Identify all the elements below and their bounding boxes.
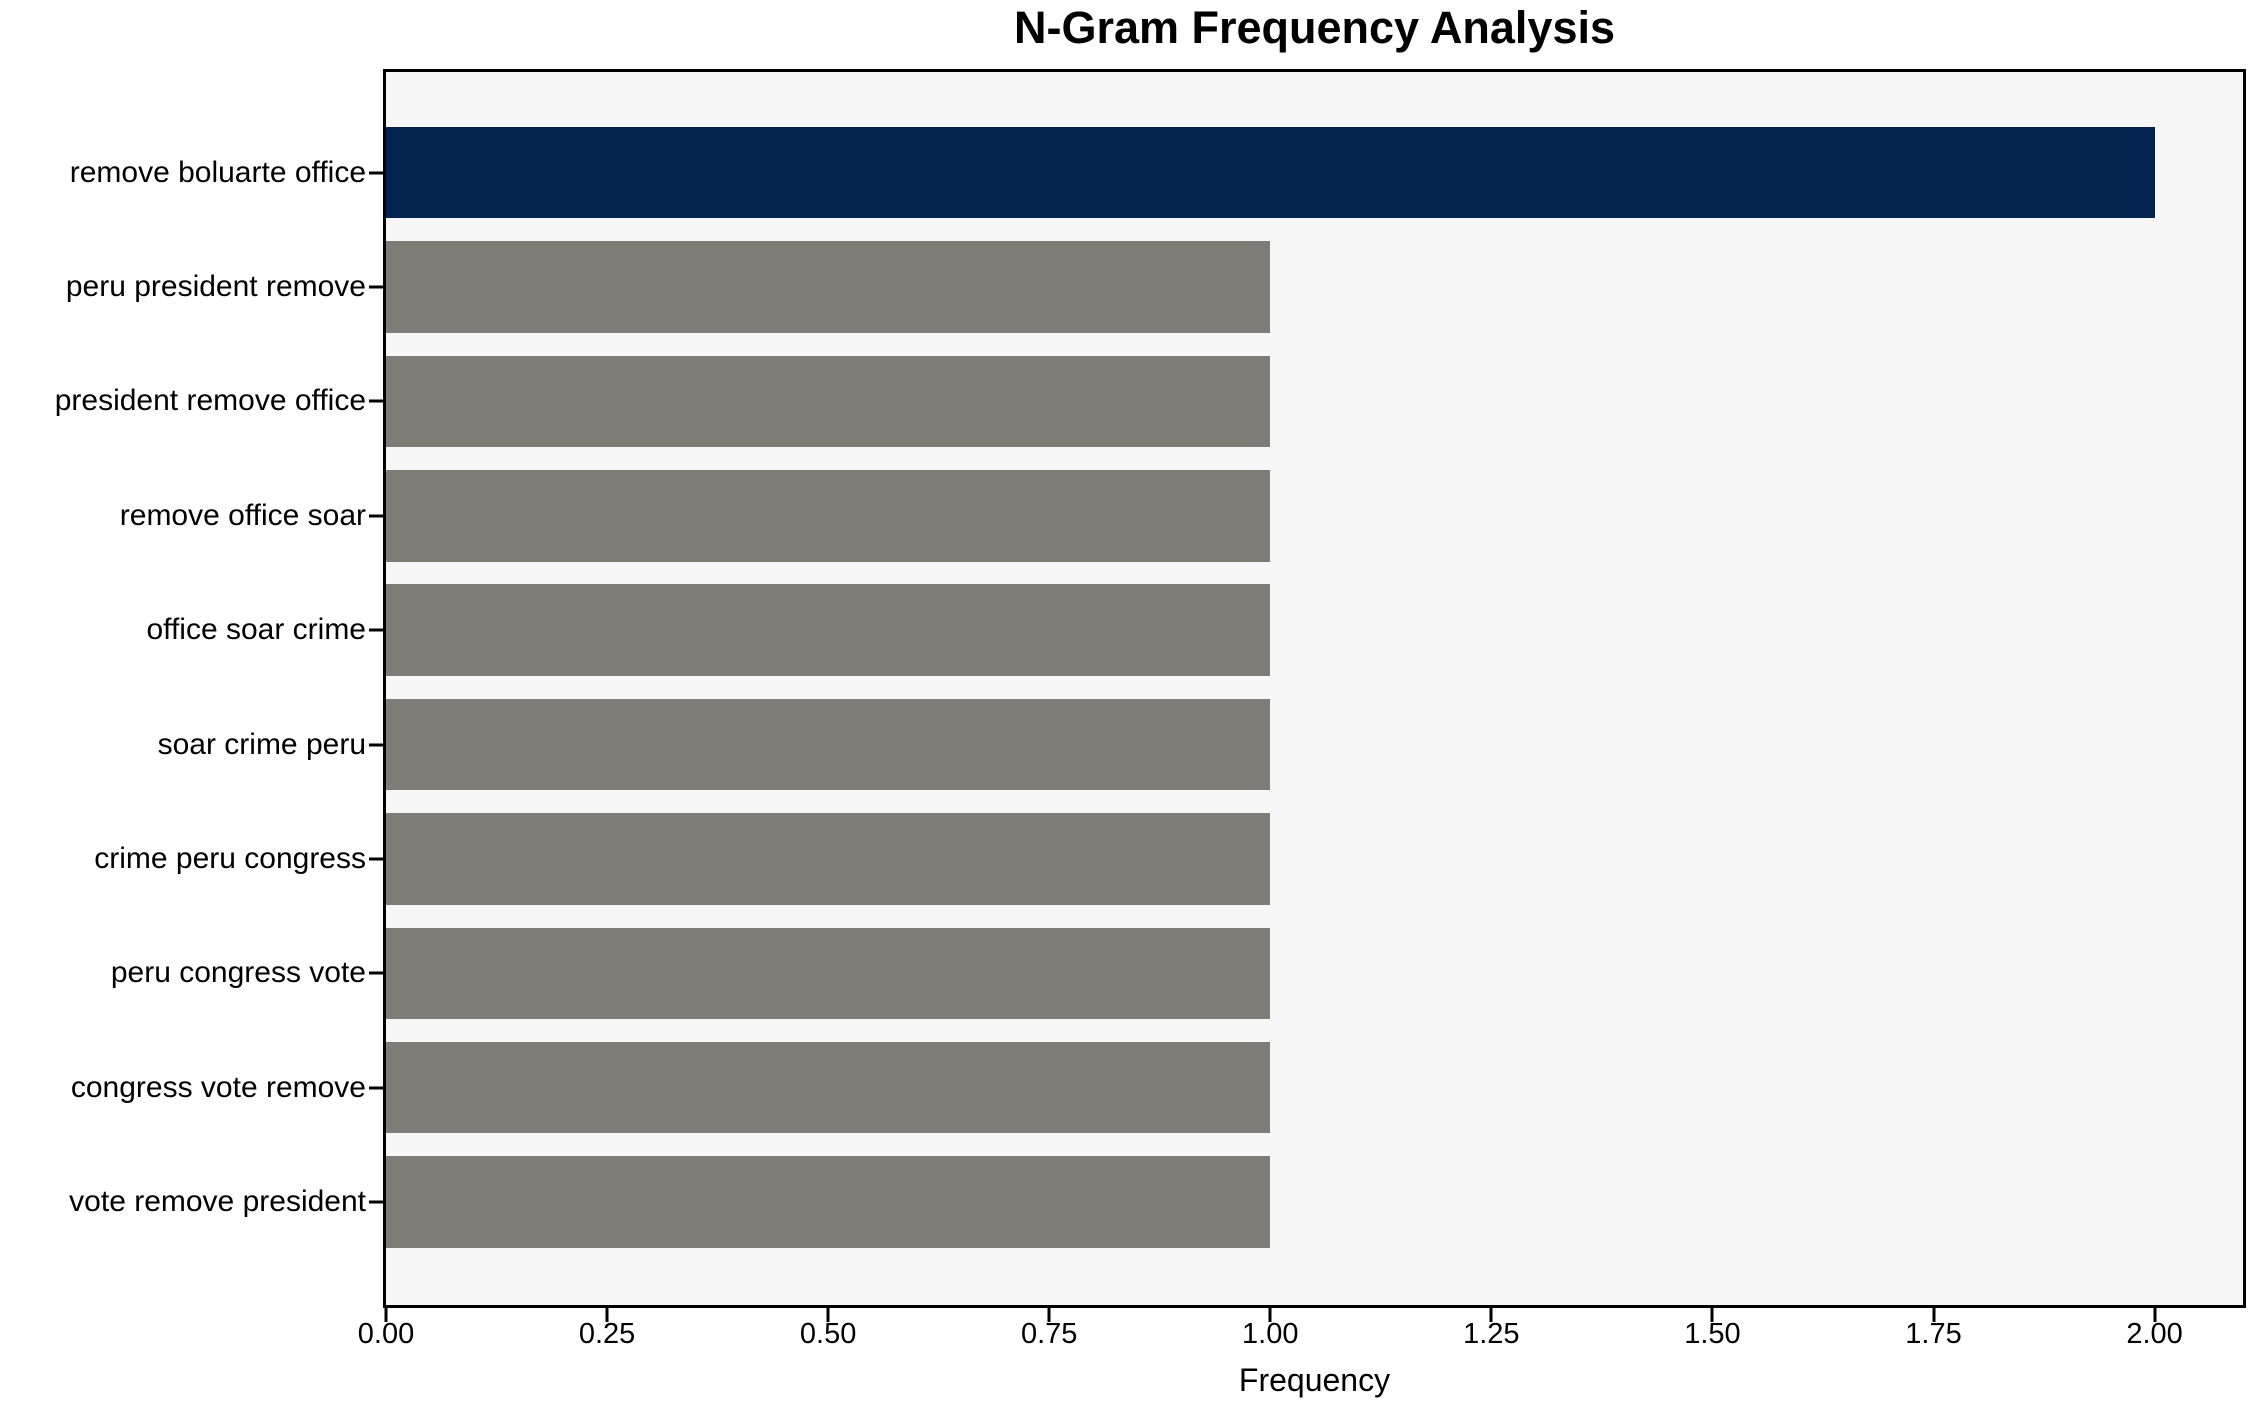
x-tick-mark bbox=[1489, 1308, 1493, 1322]
y-tick-mark bbox=[369, 1200, 383, 1204]
y-tick-label: crime peru congress bbox=[94, 841, 366, 875]
bar-1 bbox=[386, 241, 1271, 333]
bar-0 bbox=[386, 126, 2155, 219]
y-tick-mark bbox=[369, 285, 383, 289]
x-tick-label: 0.25 bbox=[578, 1318, 636, 1350]
x-tick-mark bbox=[826, 1308, 830, 1322]
x-tick-mark bbox=[1932, 1308, 1935, 1322]
x-axis: 0.00 0.25 0.50 0.75 1.00 1.25 1.50 1.75 2.00 bbox=[358, 1318, 2243, 1354]
y-tick-label: peru president remove bbox=[65, 270, 366, 304]
bar-9 bbox=[386, 1156, 1271, 1248]
x-tick-mark bbox=[1710, 1308, 1714, 1322]
x-tick-mark bbox=[605, 1308, 609, 1322]
x-tick-label: 1.50 bbox=[1684, 1318, 1741, 1350]
y-tick-mark bbox=[369, 971, 383, 975]
y-tick-label: vote remove president bbox=[69, 1185, 366, 1219]
y-tick-label: soar crime peru bbox=[157, 727, 366, 761]
bar-7 bbox=[386, 927, 1271, 1020]
y-tick-label: remove office soar bbox=[119, 498, 366, 532]
y-tick-mark bbox=[369, 171, 383, 175]
x-tick-mark bbox=[2153, 1308, 2157, 1322]
y-tick-label: congress vote remove bbox=[70, 1070, 366, 1104]
x-tick-mark bbox=[1047, 1308, 1051, 1322]
y-tick-mark bbox=[369, 399, 383, 403]
x-axis-label: Frequency bbox=[1238, 1362, 1391, 1398]
bar-4 bbox=[386, 584, 1271, 676]
y-tick-mark bbox=[369, 1086, 383, 1090]
y-tick-label: president remove office bbox=[54, 384, 366, 418]
y-tick-mark bbox=[369, 628, 383, 632]
y-tick-mark bbox=[369, 743, 383, 747]
x-tick-mark bbox=[1268, 1308, 1272, 1322]
x-tick-label: 2.00 bbox=[2126, 1318, 2183, 1350]
y-tick-label: office soar crime bbox=[146, 613, 366, 647]
y-tick-label: peru congress vote bbox=[110, 956, 366, 990]
plot-area bbox=[369, 69, 2246, 1322]
y-axis: remove boluarte office peru president rem… bbox=[0, 72, 366, 1305]
x-tick-label: 0.00 bbox=[357, 1318, 415, 1350]
x-tick-label: 1.00 bbox=[1242, 1318, 1299, 1350]
x-tick-label: 1.25 bbox=[1463, 1318, 1520, 1350]
x-tick-mark bbox=[384, 1308, 388, 1322]
plot-inner bbox=[369, 72, 2243, 1322]
x-tick-label: 1.75 bbox=[1905, 1318, 1962, 1350]
chart-title: N-Gram Frequency Analysis bbox=[1013, 2, 1616, 53]
y-tick-mark bbox=[369, 857, 383, 861]
y-tick-mark bbox=[369, 514, 383, 518]
bar-5 bbox=[386, 698, 1271, 791]
bar-3 bbox=[386, 470, 1271, 562]
bar-8 bbox=[386, 1041, 1271, 1134]
x-tick-label: 0.50 bbox=[799, 1318, 857, 1350]
bar-6 bbox=[386, 813, 1271, 905]
bar-2 bbox=[386, 355, 1271, 448]
y-tick-label: remove boluarte office bbox=[69, 155, 366, 189]
x-tick-label: 0.75 bbox=[1020, 1318, 1078, 1350]
